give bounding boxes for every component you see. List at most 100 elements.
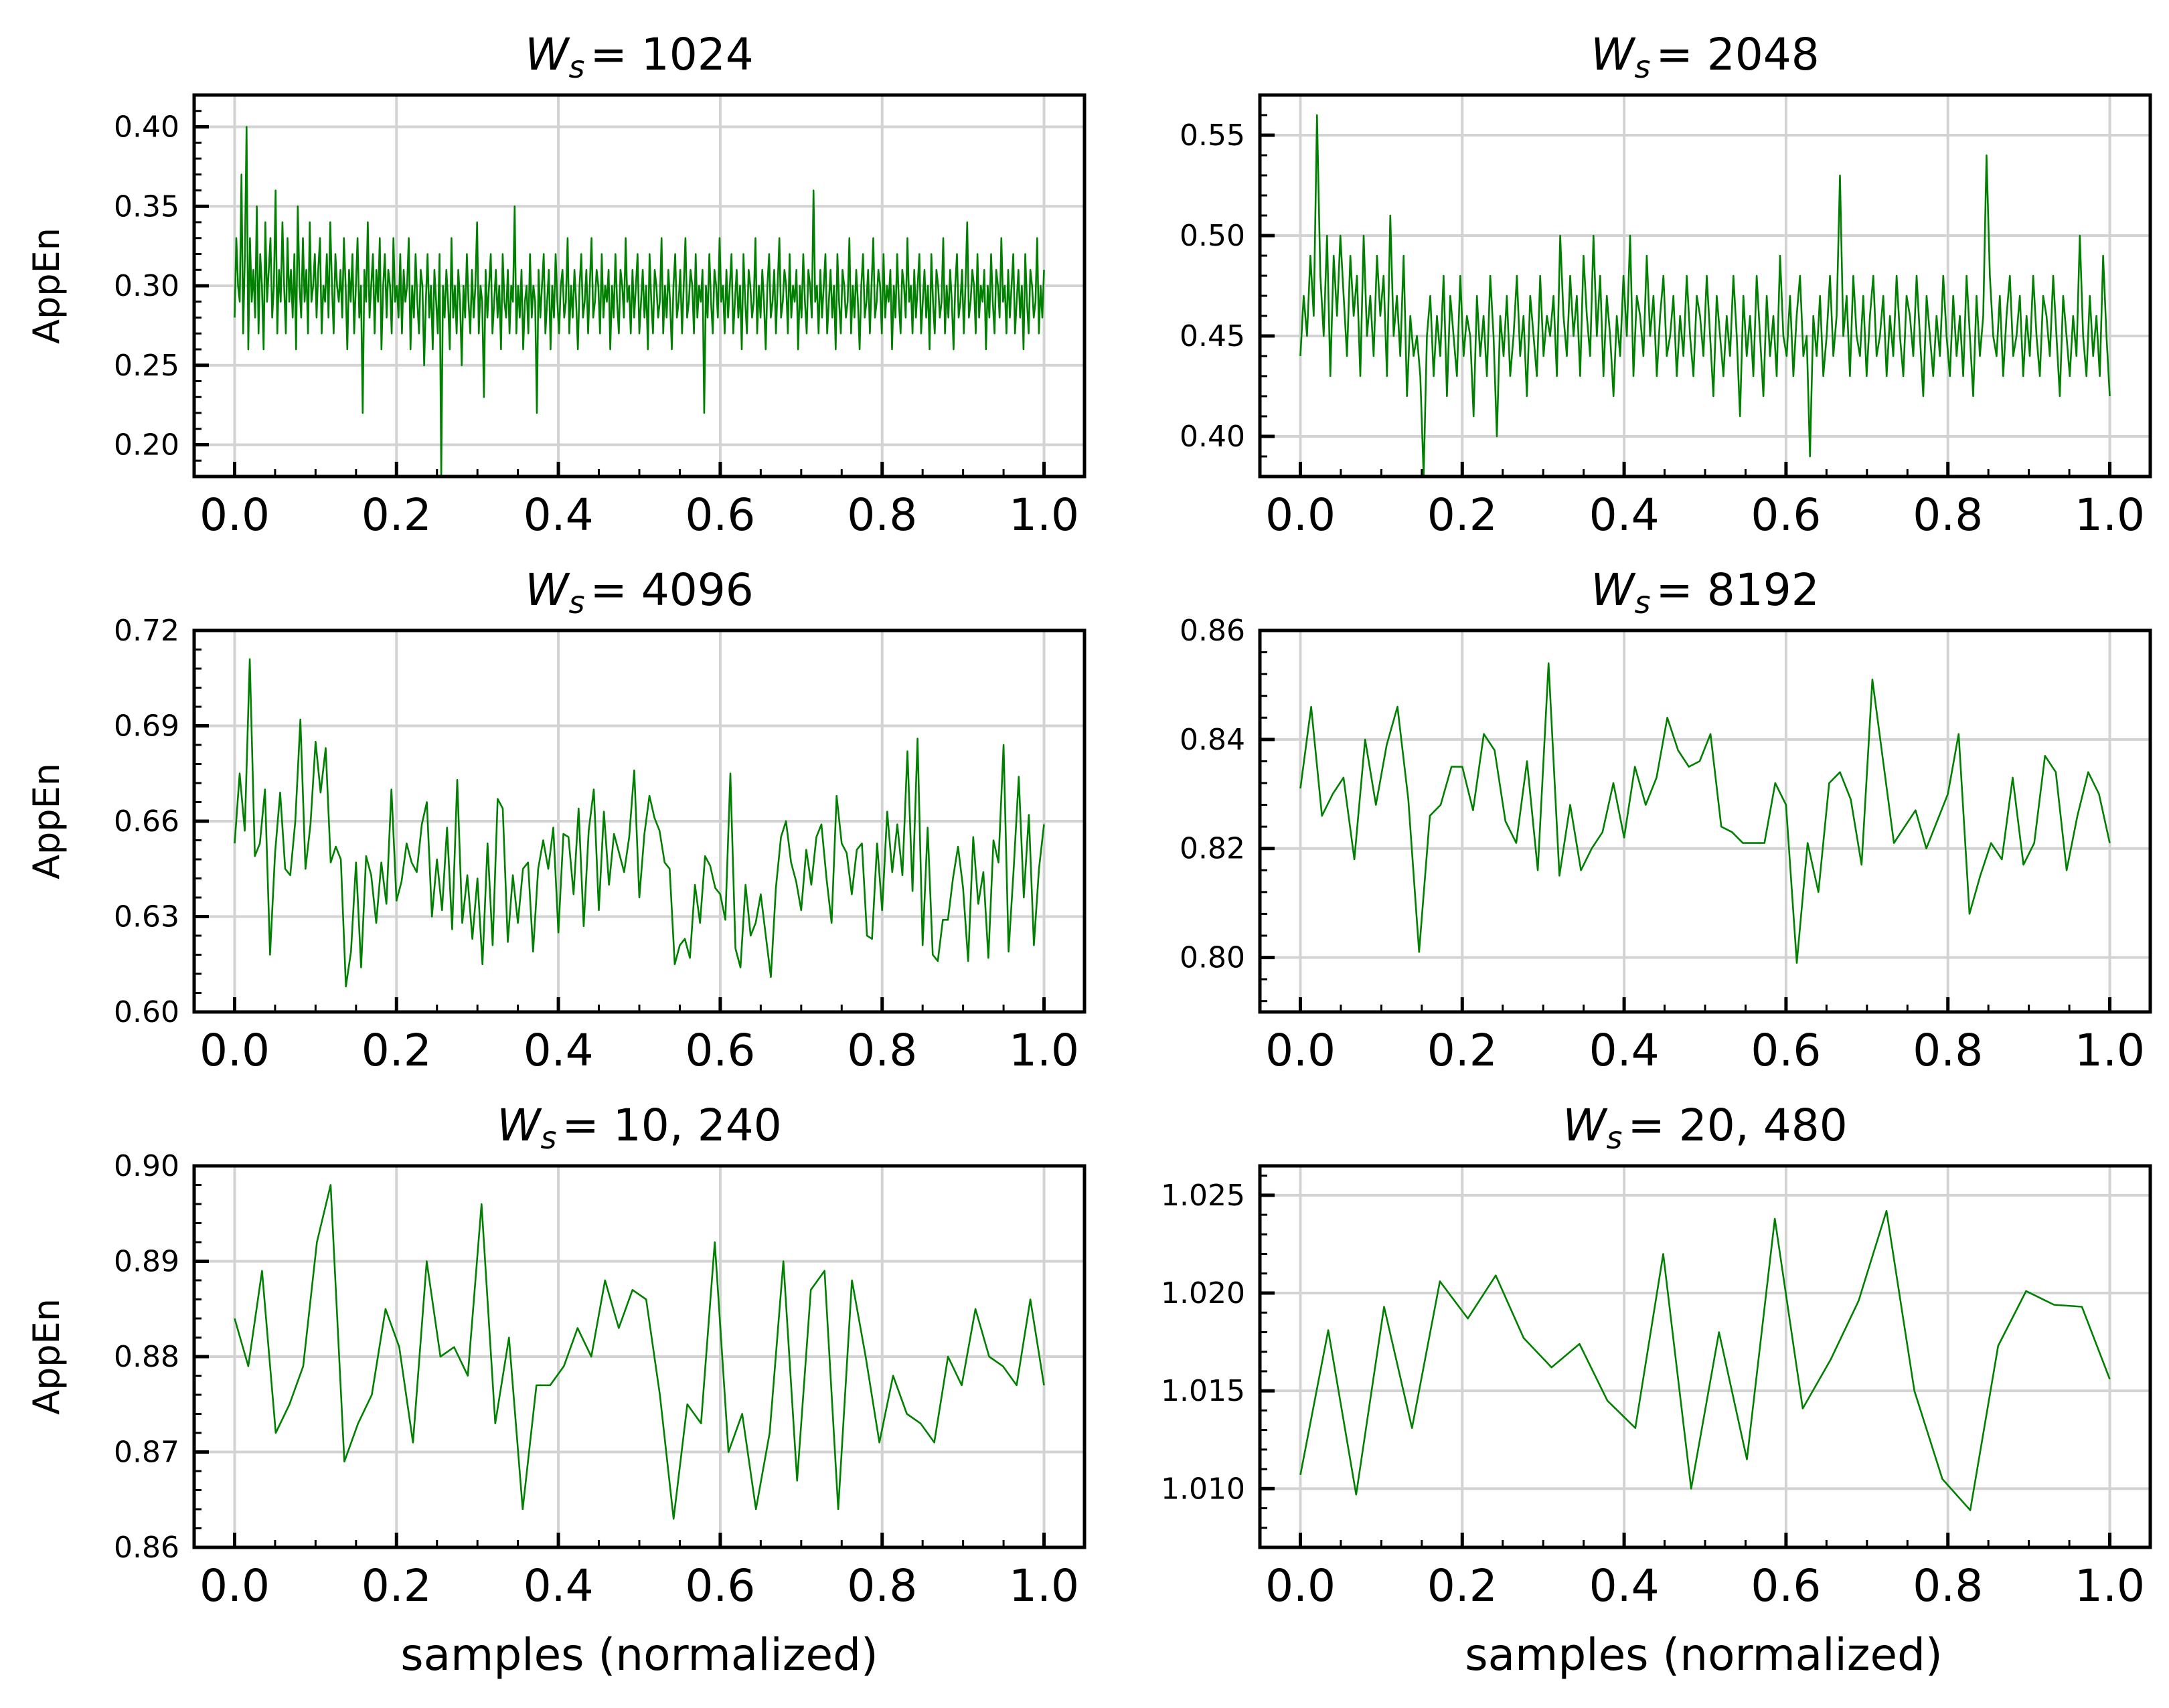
data-series-line	[1299, 114, 2111, 478]
y-tick-label: 0.35	[114, 189, 179, 224]
panel-title: Ws = 8192	[1591, 564, 1819, 620]
title-subscript: s	[1635, 49, 1651, 85]
y-tick-label: 0.60	[114, 995, 179, 1029]
x-tick-label: 1.0	[1009, 1560, 1079, 1612]
y-tick-label: 0.55	[1180, 118, 1245, 153]
x-tick-label: 0.4	[524, 1025, 594, 1076]
x-tick-label: 1.0	[2075, 1025, 2145, 1076]
x-tick-label: 0.8	[847, 1560, 917, 1612]
y-tick-label: 0.89	[114, 1245, 179, 1279]
title-symbol: W	[1591, 29, 1636, 80]
panel-5: 0.0 0.2 0.4 0.6 0.8 1.0 0.86 0.87 0.88 0.89 0.90 Ws…	[25, 1100, 1087, 1612]
title-subscript: s	[1635, 584, 1651, 620]
x-axis-label-right: samples (normalized)	[1465, 1629, 1943, 1681]
x-tick-label: 0.4	[1589, 1560, 1660, 1612]
x-tick-label: 0.8	[1913, 1025, 1983, 1076]
x-tick-label: 1.0	[1009, 1025, 1079, 1076]
data-series-line	[1299, 1209, 2111, 1511]
x-tick-label: 1.0	[2075, 1560, 2145, 1612]
x-tick-label: 0.0	[1265, 489, 1336, 541]
x-tick-label: 0.8	[847, 1025, 917, 1076]
panel-title: Ws = 4096	[525, 564, 753, 620]
y-tick-label: 0.40	[1180, 420, 1245, 454]
data-series-line	[1299, 662, 2111, 964]
y-tick-label: 0.20	[114, 428, 179, 462]
y-tick-label: 0.50	[1180, 219, 1245, 253]
y-tick-label: 0.80	[1180, 941, 1245, 975]
title-value: = 8192	[1656, 564, 1819, 616]
data-series-line	[234, 1184, 1045, 1520]
y-tick-label: 0.25	[114, 349, 179, 383]
y-tick-label: 1.015	[1161, 1374, 1245, 1408]
y-tick-label: 0.87	[114, 1436, 179, 1470]
x-axis-label-left: samples (normalized)	[400, 1629, 878, 1681]
panel-1: 0.0 0.2 0.4 0.6 0.8 1.0 0.20 0.25 0.30 0.35 0.40 Ws…	[25, 29, 1087, 541]
y-axis-label: AppEn	[25, 1298, 68, 1415]
y-tick-label: 0.86	[1180, 614, 1245, 648]
y-tick-label: 0.86	[114, 1531, 179, 1565]
y-tick-label: 0.66	[114, 804, 179, 839]
x-tick-label: 0.6	[685, 1025, 755, 1076]
y-tick-label: 0.45	[1180, 319, 1245, 353]
x-tick-label: 0.8	[1913, 489, 1983, 541]
x-tick-label: 0.2	[1427, 1560, 1498, 1612]
x-tick-label: 0.2	[362, 1560, 432, 1612]
x-tick-label: 0.2	[1427, 489, 1498, 541]
x-tick-label: 0.0	[199, 489, 270, 541]
y-axis-label: AppEn	[25, 228, 68, 344]
title-symbol: W	[525, 29, 570, 80]
panel-4: 0.0 0.2 0.4 0.6 0.8 1.0 0.80 0.82 0.84 0.86 Ws = 81…	[1180, 564, 2152, 1076]
title-value: = 4096	[590, 564, 753, 616]
x-tick-label: 0.2	[1427, 1025, 1498, 1076]
title-symbol: W	[525, 564, 570, 616]
panel-6: 0.0 0.2 0.4 0.6 0.8 1.0 1.010 1.015 1.020 1.025 Ws…	[1161, 1100, 2152, 1612]
x-tick-label: 0.4	[524, 1560, 594, 1612]
y-tick-label: 0.63	[114, 900, 179, 934]
x-tick-label: 0.4	[524, 489, 594, 541]
x-tick-label: 0.6	[1751, 489, 1821, 541]
y-tick-label: 0.69	[114, 709, 179, 744]
y-tick-label: 0.72	[114, 614, 179, 648]
panel-2: 0.0 0.2 0.4 0.6 0.8 1.0 0.40 0.45 0.50 0.55 Ws = 20…	[1180, 29, 2152, 541]
panel-title: Ws = 1024	[525, 29, 753, 85]
y-tick-label: 0.88	[114, 1340, 179, 1374]
y-tick-label: 0.82	[1180, 832, 1245, 866]
x-tick-label: 1.0	[2075, 489, 2145, 541]
x-tick-label: 0.2	[362, 1025, 432, 1076]
y-tick-label: 1.010	[1161, 1472, 1245, 1506]
title-value: = 2048	[1656, 29, 1819, 80]
title-value: = 10, 240	[562, 1100, 782, 1151]
title-subscript: s	[1607, 1120, 1623, 1156]
x-tick-label: 1.0	[1009, 489, 1079, 541]
panel-title: Ws = 10, 240	[497, 1100, 781, 1156]
x-tick-label: 0.4	[1589, 489, 1660, 541]
x-tick-label: 0.8	[847, 489, 917, 541]
title-symbol: W	[1591, 564, 1636, 616]
title-symbol: W	[497, 1100, 542, 1151]
y-axis-label: AppEn	[25, 763, 68, 879]
y-tick-label: 0.30	[114, 269, 179, 303]
x-tick-label: 0.2	[362, 489, 432, 541]
panels: 0.0 0.2 0.4 0.6 0.8 1.0 0.20 0.25 0.30 0.35 0.40 Ws…	[25, 29, 2152, 1612]
x-tick-label: 0.6	[1751, 1560, 1821, 1612]
x-tick-label: 0.0	[199, 1025, 270, 1076]
y-tick-label: 1.020	[1161, 1276, 1245, 1310]
title-symbol: W	[1562, 1100, 1608, 1151]
x-tick-label: 0.6	[1751, 1025, 1821, 1076]
data-series-line	[234, 658, 1045, 988]
x-tick-label: 0.0	[1265, 1560, 1336, 1612]
title-subscript: s	[541, 1120, 557, 1156]
title-value: = 1024	[590, 29, 753, 80]
x-tick-label: 0.6	[685, 1560, 755, 1612]
data-series-line	[234, 126, 1045, 478]
title-subscript: s	[569, 49, 585, 85]
x-tick-label: 0.0	[199, 1560, 270, 1612]
y-tick-label: 0.90	[114, 1149, 179, 1183]
x-tick-label: 0.6	[685, 489, 755, 541]
panel-title: Ws = 20, 480	[1562, 1100, 1847, 1156]
panel-title: Ws = 2048	[1591, 29, 1819, 85]
title-subscript: s	[569, 584, 585, 620]
y-tick-label: 0.40	[114, 110, 179, 145]
x-tick-label: 0.0	[1265, 1025, 1336, 1076]
